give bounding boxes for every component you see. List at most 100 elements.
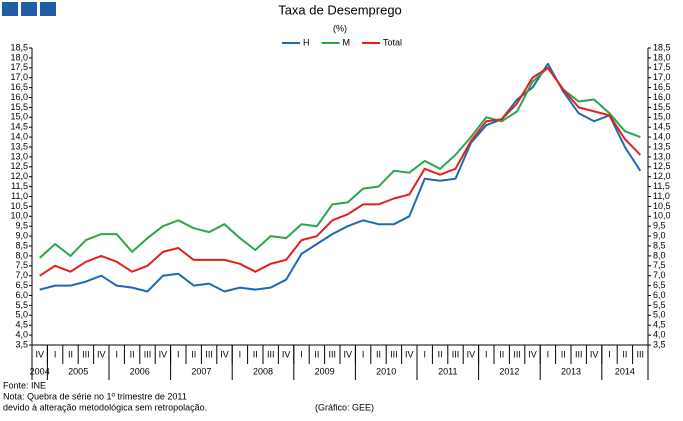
y2-tick-label: 15,0	[653, 112, 671, 122]
x-tick-label: I	[300, 349, 303, 359]
legend-label: Total	[383, 37, 402, 47]
y2-tick-label: 16,5	[653, 82, 671, 92]
y-tick-label: 12,0	[10, 171, 28, 181]
y2-tick-label: 13,5	[653, 141, 671, 151]
y2-tick-label: 6,5	[653, 280, 666, 290]
x-group-label: 2004	[30, 366, 50, 376]
x-tick-label: I	[362, 349, 365, 359]
x-tick-label: IV	[467, 349, 476, 359]
note: devido à alteração metodológica sem retr…	[3, 402, 207, 412]
note: Nota: Quebra de série no 1º trimestre de…	[3, 391, 187, 401]
y2-tick-label: 5,0	[653, 310, 666, 320]
y2-tick-label: 18,0	[653, 52, 671, 62]
x-tick-label: II	[438, 349, 443, 359]
x-tick-label: III	[390, 349, 398, 359]
logo-block	[2, 2, 18, 16]
x-group-label: 2005	[68, 366, 88, 376]
y2-tick-label: 16,0	[653, 92, 671, 102]
y2-tick-label: 12,0	[653, 171, 671, 181]
x-tick-label: II	[253, 349, 258, 359]
x-tick-label: II	[622, 349, 627, 359]
y-tick-label: 6,5	[15, 280, 28, 290]
x-group-label: 2010	[376, 366, 396, 376]
y2-tick-label: 14,0	[653, 131, 671, 141]
y2-tick-label: 3,5	[653, 339, 666, 349]
logo-block	[21, 2, 37, 16]
y-tick-label: 8,0	[15, 250, 28, 260]
y-tick-label: 9,5	[15, 221, 28, 231]
x-tick-label: III	[144, 349, 152, 359]
x-tick-label: IV	[590, 349, 599, 359]
y-tick-label: 17,0	[10, 72, 28, 82]
x-tick-label: II	[561, 349, 566, 359]
note: Fonte: INE	[3, 380, 46, 390]
series-line	[39, 66, 642, 277]
x-tick-label: III	[452, 349, 460, 359]
y2-tick-label: 15,5	[653, 102, 671, 112]
x-tick-label: I	[54, 349, 57, 359]
y2-tick-label: 14,5	[653, 122, 671, 132]
y2-tick-label: 11,5	[653, 181, 670, 191]
y-tick-label: 4,5	[15, 320, 28, 330]
x-tick-label: I	[239, 349, 242, 359]
y2-tick-label: 17,0	[653, 72, 671, 82]
series-line	[39, 66, 641, 259]
y2-tick-label: 9,5	[653, 221, 666, 231]
y2-tick-label: 9,0	[653, 230, 666, 240]
y-tick-label: 5,0	[15, 310, 28, 320]
y2-tick-label: 6,0	[653, 290, 666, 300]
x-tick-label: III	[329, 349, 337, 359]
y-tick-label: 18,5	[10, 42, 28, 52]
y-tick-label: 12,5	[10, 161, 28, 171]
y-tick-label: 13,0	[10, 151, 28, 161]
y-tick-label: 7,5	[15, 260, 28, 270]
y2-tick-label: 13,0	[653, 151, 671, 161]
x-tick-label: I	[485, 349, 488, 359]
x-tick-label: II	[314, 349, 319, 359]
x-tick-label: I	[423, 349, 426, 359]
x-group-label: 2007	[191, 366, 211, 376]
y-tick-label: 4,0	[15, 329, 28, 339]
x-group-label: 2011	[438, 366, 457, 376]
y-tick-label: 17,5	[10, 62, 28, 72]
credit: (Gráfico: GEE)	[315, 402, 374, 412]
x-tick-label: III	[575, 349, 583, 359]
x-tick-label: IV	[220, 349, 229, 359]
x-group-label: 2006	[130, 366, 150, 376]
y-tick-label: 8,5	[15, 240, 28, 250]
x-tick-label: IV	[97, 349, 106, 359]
x-group-label: 2014	[615, 366, 635, 376]
x-tick-label: IV	[159, 349, 168, 359]
x-tick-label: IV	[35, 349, 44, 359]
x-group-label: 2013	[561, 366, 581, 376]
y-tick-label: 15,5	[10, 102, 28, 112]
x-tick-label: II	[68, 349, 73, 359]
y2-tick-label: 7,5	[653, 260, 666, 270]
chart-title: Taxa de Desemprego	[278, 2, 402, 17]
y-tick-label: 18,0	[10, 52, 28, 62]
x-tick-label: II	[191, 349, 196, 359]
y-tick-label: 3,5	[15, 339, 28, 349]
x-tick-label: I	[177, 349, 180, 359]
y-tick-label: 14,0	[10, 131, 28, 141]
x-tick-label: III	[513, 349, 521, 359]
y2-tick-label: 5,5	[653, 300, 666, 310]
x-tick-label: III	[205, 349, 213, 359]
y-tick-label: 11,5	[11, 181, 28, 191]
y2-tick-label: 4,5	[653, 320, 666, 330]
x-tick-label: III	[267, 349, 275, 359]
x-group-label: 2012	[499, 366, 519, 376]
y-tick-label: 10,0	[10, 211, 28, 221]
x-tick-label: IV	[405, 349, 414, 359]
x-tick-label: II	[376, 349, 381, 359]
y-tick-label: 16,0	[10, 92, 28, 102]
x-tick-label: III	[637, 349, 645, 359]
y2-tick-label: 12,5	[653, 161, 671, 171]
y2-tick-label: 11,0	[653, 191, 670, 201]
x-tick-label: IV	[343, 349, 352, 359]
y2-tick-label: 7,0	[653, 270, 666, 280]
y-tick-label: 14,5	[10, 122, 28, 132]
y-tick-label: 7,0	[15, 270, 28, 280]
y2-tick-label: 8,5	[653, 240, 666, 250]
